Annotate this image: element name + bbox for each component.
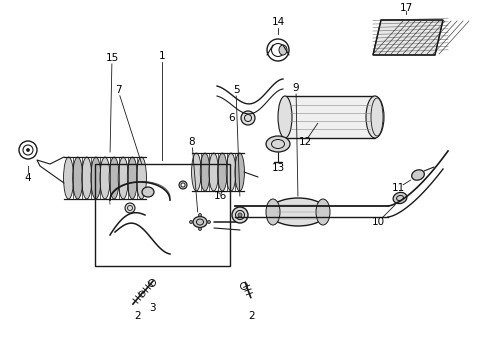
Ellipse shape xyxy=(189,220,192,224)
Ellipse shape xyxy=(100,157,110,199)
Ellipse shape xyxy=(118,157,128,199)
Text: 4: 4 xyxy=(24,173,31,183)
Text: 15: 15 xyxy=(105,53,119,63)
Ellipse shape xyxy=(226,153,235,191)
Ellipse shape xyxy=(265,199,280,225)
Ellipse shape xyxy=(73,157,82,199)
Ellipse shape xyxy=(411,170,424,180)
Text: 10: 10 xyxy=(371,217,384,227)
Bar xyxy=(95,164,229,266)
Ellipse shape xyxy=(127,157,137,199)
Ellipse shape xyxy=(279,45,286,55)
Ellipse shape xyxy=(278,96,291,138)
Ellipse shape xyxy=(179,181,186,189)
Text: 2: 2 xyxy=(248,311,255,321)
Ellipse shape xyxy=(231,207,247,223)
Ellipse shape xyxy=(200,153,209,191)
Polygon shape xyxy=(372,20,442,55)
Ellipse shape xyxy=(63,157,73,199)
Text: 8: 8 xyxy=(188,137,195,147)
Text: 3: 3 xyxy=(148,303,155,313)
Ellipse shape xyxy=(109,157,119,199)
Text: 6: 6 xyxy=(228,113,235,123)
Ellipse shape xyxy=(125,203,135,213)
Text: 5: 5 xyxy=(232,85,239,95)
Ellipse shape xyxy=(91,157,101,199)
Ellipse shape xyxy=(26,149,29,152)
Ellipse shape xyxy=(392,192,406,204)
Text: 13: 13 xyxy=(271,163,284,173)
Text: 11: 11 xyxy=(390,183,404,193)
Ellipse shape xyxy=(207,220,210,224)
Ellipse shape xyxy=(365,96,383,138)
Ellipse shape xyxy=(217,153,226,191)
Text: 1: 1 xyxy=(159,51,165,61)
Ellipse shape xyxy=(315,199,329,225)
Ellipse shape xyxy=(208,153,218,191)
Ellipse shape xyxy=(198,228,201,230)
Text: 16: 16 xyxy=(213,191,226,201)
Text: 2: 2 xyxy=(134,311,141,321)
Text: 17: 17 xyxy=(399,3,412,13)
Ellipse shape xyxy=(191,153,201,191)
Text: 9: 9 xyxy=(292,83,299,93)
Ellipse shape xyxy=(181,183,184,187)
Ellipse shape xyxy=(241,111,254,125)
Ellipse shape xyxy=(193,216,206,228)
Ellipse shape xyxy=(234,153,244,191)
Ellipse shape xyxy=(136,157,146,199)
Ellipse shape xyxy=(265,136,289,152)
Text: 14: 14 xyxy=(271,17,284,27)
Ellipse shape xyxy=(238,213,242,217)
Ellipse shape xyxy=(268,198,326,226)
Ellipse shape xyxy=(81,157,92,199)
Text: 7: 7 xyxy=(115,85,121,95)
Ellipse shape xyxy=(142,187,154,197)
Bar xyxy=(285,96,374,138)
Ellipse shape xyxy=(198,213,201,216)
Text: 12: 12 xyxy=(298,137,311,147)
